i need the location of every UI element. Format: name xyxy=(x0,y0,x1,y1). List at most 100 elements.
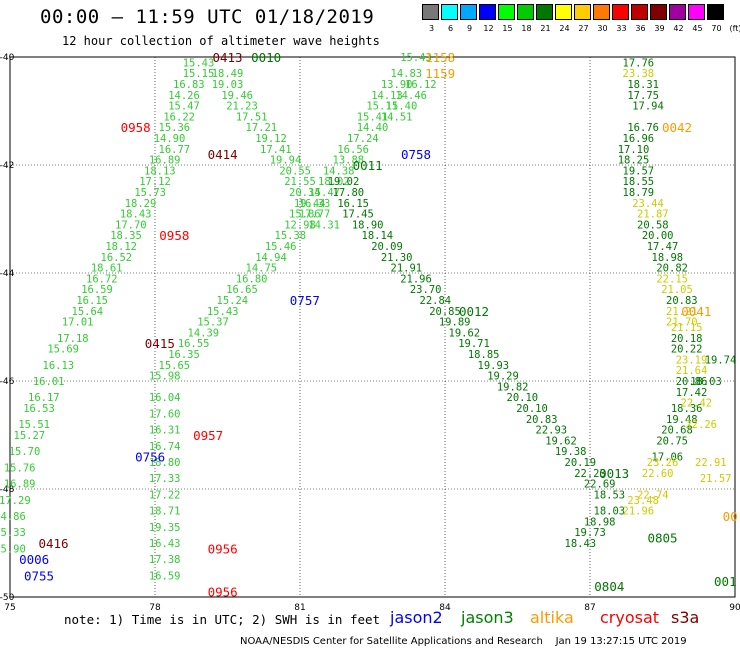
wave-height-label: 19.73 xyxy=(574,527,606,539)
wave-height-label: 17.51 xyxy=(236,111,268,123)
wave-height-label: 16.76 xyxy=(627,122,659,134)
wave-height-label: 20.34 xyxy=(289,187,321,199)
wave-height-label: 16.01 xyxy=(33,376,65,388)
wave-height-label: 16.96 xyxy=(623,133,655,145)
chart-subtitle: 12 hour collection of altimeter wave hei… xyxy=(62,34,380,48)
units-note: note: 1) Time is in UTC; 2) SWH is in fe… xyxy=(64,612,381,627)
pass-time-label: 0805 xyxy=(647,531,677,546)
wave-height-label: 14.46 xyxy=(395,90,427,102)
wave-height-label: 20.75 xyxy=(656,435,688,447)
wave-height-label: 15.24 xyxy=(217,295,249,307)
wave-height-label: 16.43 xyxy=(149,538,181,550)
wave-height-label: 15.76 xyxy=(4,462,36,474)
color-swatch xyxy=(707,4,724,20)
wave-height-label: 13.90 xyxy=(381,79,413,91)
wave-height-label: 14.83 xyxy=(391,68,423,80)
chart-title: 00:00 — 11:59 UTC 01/18/2019 xyxy=(40,6,375,28)
wave-height-label: 18.55 xyxy=(623,176,655,188)
wave-height-label: 17.42 xyxy=(676,387,708,399)
wave-height-label: 17.77 xyxy=(299,209,331,221)
wave-height-label: 21.21 xyxy=(666,306,698,318)
x-tick-label: 78 xyxy=(149,603,161,613)
y-tick-label: -42 xyxy=(0,161,14,171)
wave-height-label: 19.71 xyxy=(458,338,490,350)
color-scale-label: 6 xyxy=(447,24,454,33)
pass-time-label: 0956 xyxy=(208,541,238,556)
wave-height-label: 16.52 xyxy=(101,252,133,264)
color-scale-label: 30 xyxy=(597,24,608,33)
wave-height-label: 22.15 xyxy=(656,273,688,285)
y-tick-label: -44 xyxy=(0,269,15,279)
wave-height-label: 20.85 xyxy=(429,306,461,318)
pass-time-label: 0958 xyxy=(159,228,189,243)
wave-height-label: 14.94 xyxy=(255,252,287,264)
color-swatch xyxy=(669,4,686,20)
pass-time-label: 0757 xyxy=(290,293,320,308)
wave-height-label: 17.33 xyxy=(149,473,181,485)
wave-height-label: 17.76 xyxy=(623,57,655,69)
wave-height-label: 17.24 xyxy=(347,133,379,145)
pass-time-label: 1158 xyxy=(425,50,455,65)
wave-height-label: 22.42 xyxy=(681,398,713,410)
wave-height-label: 22.74 xyxy=(637,489,669,501)
x-tick-label: 81 xyxy=(294,603,305,613)
pass-time-label: 0041 xyxy=(681,304,711,319)
wave-height-label: 14.39 xyxy=(188,327,220,339)
wave-height-label: 14.51 xyxy=(381,111,413,123)
pass-time-label: 0758 xyxy=(401,147,431,162)
wave-height-label: 17.06 xyxy=(652,452,684,464)
color-scale-label: 9 xyxy=(466,24,473,33)
wave-height-label: 15.69 xyxy=(47,344,79,356)
wave-height-label: 20.83 xyxy=(526,414,558,426)
color-swatch xyxy=(517,4,534,20)
x-tick-label: 84 xyxy=(439,603,451,613)
wave-height-label: 16.89 xyxy=(149,155,181,167)
legend-altika: altika xyxy=(530,608,574,627)
color-swatch xyxy=(612,4,629,20)
wave-height-label: 15.43 xyxy=(400,52,432,64)
wave-height-label: 15.43 xyxy=(183,57,215,69)
wave-height-label: 19.93 xyxy=(478,360,510,372)
wave-height-label: 13.88 xyxy=(333,155,365,167)
pass-time-label: 0756 xyxy=(135,450,165,465)
color-scale-label: 15 xyxy=(502,24,513,33)
pass-time-label: 0011 xyxy=(353,158,383,173)
wave-height-label: 17.22 xyxy=(149,489,181,501)
wave-height-label: 15.15 xyxy=(183,68,215,80)
wave-height-label: 23.70 xyxy=(410,284,442,296)
wave-height-label: 14.86 xyxy=(0,511,26,523)
wave-height-label: 17.12 xyxy=(139,176,171,188)
wave-height-label: 18.14 xyxy=(362,230,394,242)
color-swatch xyxy=(498,4,515,20)
pass-time-label: 001 xyxy=(714,574,737,589)
y-tick-label: -48 xyxy=(0,485,15,495)
color-swatch xyxy=(536,4,553,20)
wave-height-label: 17.01 xyxy=(62,317,94,329)
wave-height-label: 15.73 xyxy=(134,187,166,199)
pass-time-label: 00 xyxy=(723,509,738,524)
x-tick-label: 90 xyxy=(729,603,740,613)
wave-height-label: 18.85 xyxy=(468,349,500,361)
legend-jason3: jason3 xyxy=(461,608,514,627)
color-scale-label: 24 xyxy=(559,24,570,33)
wave-height-label: 23.44 xyxy=(632,198,664,210)
wave-height-label: 18.03 xyxy=(690,376,722,388)
wave-height-label: 15.98 xyxy=(149,371,181,383)
pass-time-label: 0416 xyxy=(38,536,68,551)
wave-height-label: 19.94 xyxy=(270,155,302,167)
wave-height-label: 19.35 xyxy=(149,522,181,534)
wave-height-label: 23.26 xyxy=(647,457,679,469)
wave-height-label: 16.59 xyxy=(149,570,181,582)
wave-height-label: 20.00 xyxy=(642,230,674,242)
wave-height-label: 17.75 xyxy=(627,90,659,102)
wave-height-label: 16.53 xyxy=(23,403,55,415)
y-tick-label: -46 xyxy=(0,377,15,387)
wave-height-label: 18.90 xyxy=(352,219,384,231)
wave-height-label: 22.26 xyxy=(685,419,717,431)
wave-height-label: 17.41 xyxy=(260,144,292,156)
color-scale-label: 70 xyxy=(711,24,722,33)
wave-height-label: 20.09 xyxy=(371,241,403,253)
x-tick-label: 87 xyxy=(584,603,595,613)
wave-height-label: 19.48 xyxy=(666,414,698,426)
